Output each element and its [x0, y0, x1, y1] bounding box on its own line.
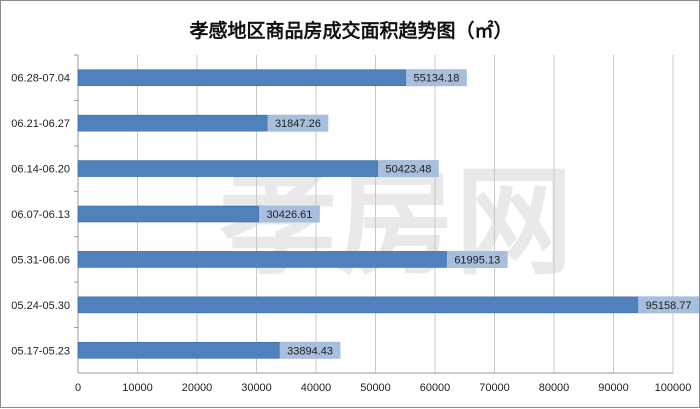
bar — [77, 160, 379, 177]
data-label: 31847.26 — [275, 118, 321, 130]
category-label: 05.31-06.06 — [11, 254, 70, 266]
data-label: 61995.13 — [454, 254, 500, 266]
category-label: 05.24-05.30 — [11, 300, 70, 312]
bar — [77, 341, 280, 359]
data-label-box — [446, 250, 508, 268]
bar — [77, 114, 268, 132]
category-label: 06.21-06.27 — [11, 118, 70, 130]
data-label-box — [279, 341, 341, 359]
x-tick-label: 100000 — [655, 382, 692, 394]
data-label: 55134.18 — [414, 73, 460, 85]
data-label-box — [406, 69, 467, 87]
data-labels: 55134.18 31847.26 50423.48 30426.61 61995.13… — [259, 69, 699, 359]
bar — [77, 69, 407, 87]
bar — [77, 251, 448, 268]
category-label: 06.07-06.13 — [11, 209, 70, 221]
bars — [77, 69, 645, 359]
category-label: 06.14-06.20 — [11, 164, 70, 176]
x-tick-label: 40000 — [301, 382, 332, 394]
data-label: 30426.61 — [266, 209, 312, 221]
x-tick-label: 80000 — [539, 382, 570, 394]
data-label-box — [267, 114, 329, 132]
x-tick-label: 50000 — [360, 382, 391, 394]
x-tick-label: 20000 — [182, 382, 213, 394]
category-label: 05.17-05.23 — [11, 345, 70, 357]
data-label: 50423.48 — [385, 164, 431, 176]
data-label-box — [378, 160, 439, 178]
x-tick-label: 70000 — [479, 382, 510, 394]
data-label: 95158.77 — [646, 300, 692, 312]
bar — [77, 296, 645, 314]
data-label: 33894.43 — [287, 345, 333, 357]
x-tick-label: 60000 — [420, 382, 451, 394]
data-label-box — [638, 296, 699, 314]
data-label-box — [259, 205, 320, 223]
x-tick-label: 0 — [75, 382, 81, 394]
x-tick-label: 10000 — [122, 382, 153, 394]
chart-title: 孝感地区商品房成交面积趋势图（㎡） — [189, 19, 512, 42]
x-tick-label: 90000 — [598, 382, 629, 394]
bar — [77, 205, 260, 223]
category-label: 06.28-07.04 — [11, 73, 70, 85]
x-tick-label: 30000 — [241, 382, 272, 394]
